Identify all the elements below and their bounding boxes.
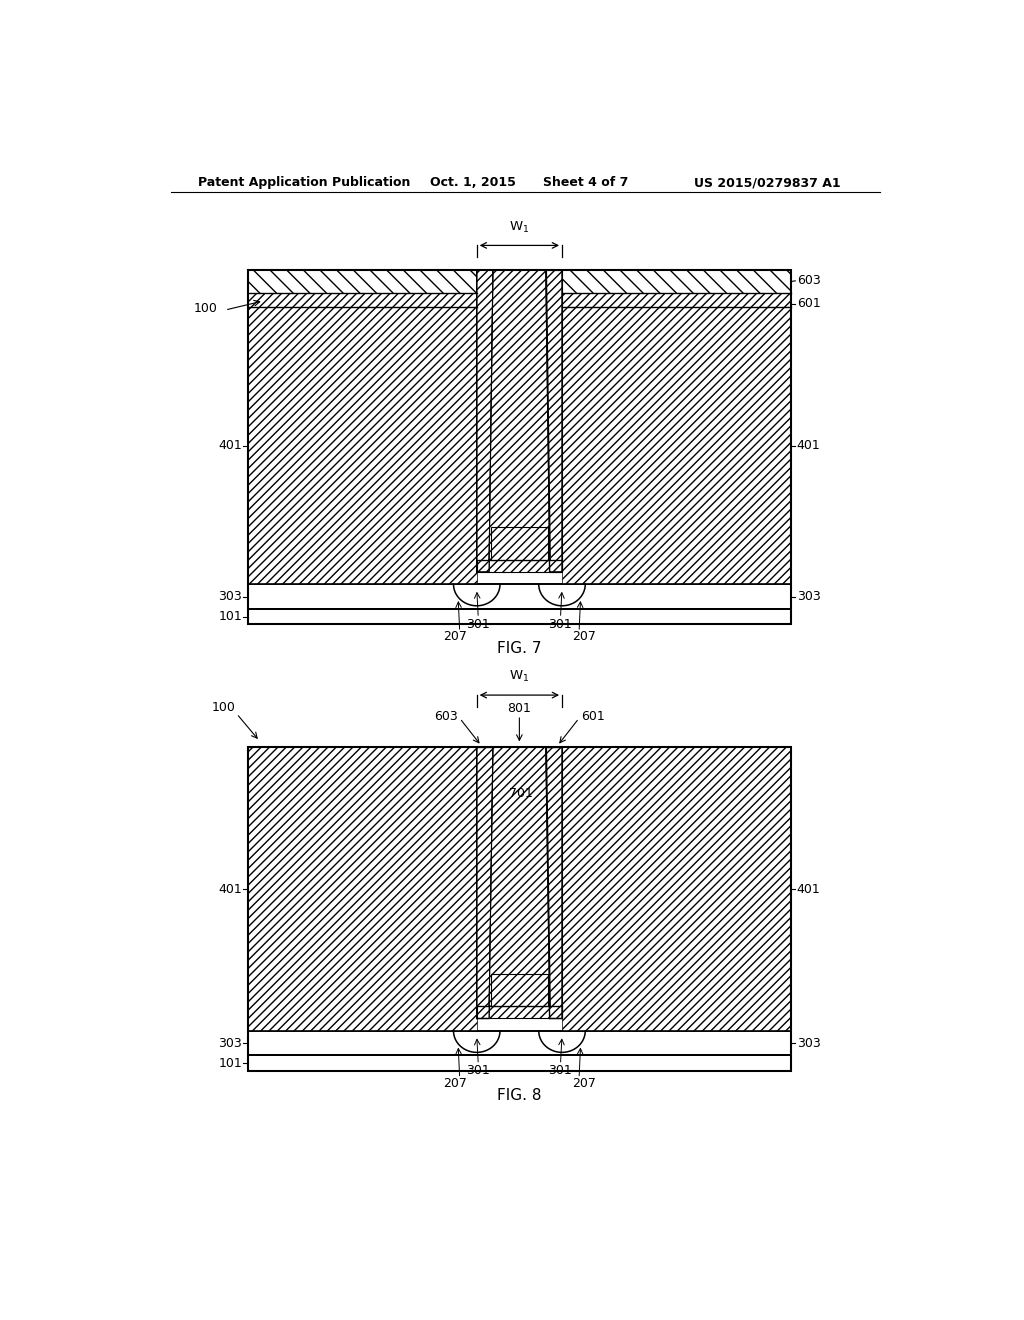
Text: 207: 207	[443, 630, 467, 643]
Bar	[248, 585, 791, 609]
Bar	[562, 293, 791, 308]
Polygon shape	[489, 747, 550, 1006]
Text: 401: 401	[797, 440, 820, 453]
Bar	[248, 1031, 791, 1056]
Bar	[477, 1006, 562, 1019]
Text: 601: 601	[582, 710, 605, 723]
Bar	[248, 747, 791, 1071]
Bar	[248, 609, 791, 624]
Text: 603: 603	[434, 710, 458, 723]
Text: 303: 303	[797, 590, 820, 603]
Text: 303: 303	[797, 1036, 820, 1049]
Text: 303: 303	[218, 590, 242, 603]
Text: Sheet 4 of 7: Sheet 4 of 7	[543, 176, 628, 189]
Text: 401: 401	[797, 883, 820, 896]
Polygon shape	[477, 747, 493, 1019]
Text: 701: 701	[509, 787, 532, 800]
Text: 301: 301	[549, 1064, 572, 1077]
Text: 301: 301	[466, 1064, 490, 1077]
Text: 207: 207	[571, 630, 596, 643]
Polygon shape	[546, 747, 562, 1019]
Text: 207: 207	[443, 1077, 467, 1090]
Text: 100: 100	[211, 701, 236, 714]
Text: Patent Application Publication: Patent Application Publication	[198, 176, 411, 189]
Polygon shape	[546, 271, 562, 572]
Text: 401: 401	[218, 440, 242, 453]
Bar	[562, 747, 791, 1031]
Bar	[490, 974, 548, 1006]
Text: 301: 301	[466, 618, 490, 631]
Text: 801: 801	[508, 702, 531, 715]
Text: 401: 401	[218, 883, 242, 896]
Text: Oct. 1, 2015: Oct. 1, 2015	[430, 176, 516, 189]
Bar	[248, 1056, 791, 1071]
Polygon shape	[489, 271, 550, 560]
Bar	[477, 560, 562, 572]
Bar	[248, 308, 477, 585]
Bar	[248, 271, 477, 293]
Bar	[562, 308, 791, 585]
Text: 101: 101	[218, 610, 242, 623]
Polygon shape	[477, 271, 493, 572]
Text: W$_\mathregular{1}$: W$_\mathregular{1}$	[509, 669, 529, 684]
Bar	[562, 271, 791, 293]
Bar	[248, 747, 477, 1031]
Text: 601: 601	[797, 297, 820, 310]
Text: 301: 301	[549, 618, 572, 631]
Text: 207: 207	[571, 1077, 596, 1090]
Text: 603: 603	[797, 275, 820, 288]
Text: 101: 101	[218, 1056, 242, 1069]
Text: FIG. 7: FIG. 7	[497, 642, 542, 656]
Text: US 2015/0279837 A1: US 2015/0279837 A1	[693, 176, 841, 189]
Text: W$_\mathregular{1}$: W$_\mathregular{1}$	[509, 219, 529, 235]
Bar	[490, 527, 548, 560]
Text: 100: 100	[194, 302, 217, 315]
Bar	[248, 271, 791, 624]
Bar	[248, 293, 477, 308]
Text: FIG. 8: FIG. 8	[497, 1088, 542, 1104]
Text: 303: 303	[218, 1036, 242, 1049]
